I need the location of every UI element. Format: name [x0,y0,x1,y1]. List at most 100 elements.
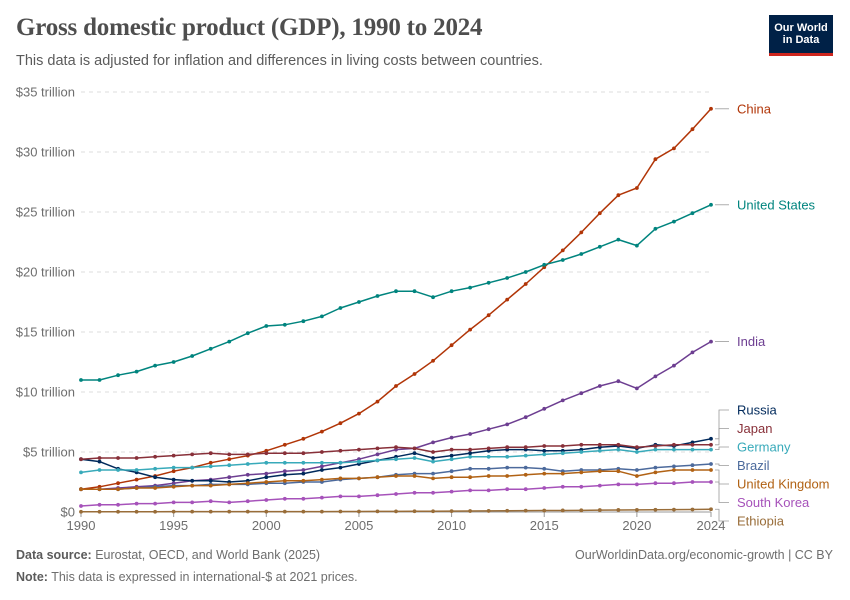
data-point [97,487,102,492]
x-tick-label: 2024 [697,518,726,533]
data-point [79,487,83,492]
data-point [134,468,139,472]
note-label: Note: [16,570,48,584]
data-point [264,451,269,456]
data-source: Data source: Eurostat, OECD, and World B… [16,548,320,562]
data-point [523,453,528,458]
data-point [560,508,565,513]
data-point [449,435,454,440]
data-point [153,475,158,480]
data-point [282,509,287,514]
data-point [357,494,361,499]
data-point [468,432,473,436]
data-point [523,445,528,450]
label-connector [715,409,729,440]
data-point [542,406,547,411]
data-point [709,106,713,111]
data-point [634,243,639,248]
data-point [153,454,158,459]
data-point [153,466,158,471]
data-point [301,319,306,324]
data-point [375,399,380,404]
data-point [449,469,454,474]
series-label: Ethiopia [737,514,785,529]
data-point [505,297,510,302]
data-point [282,451,287,456]
data-point [616,469,621,474]
data-point [79,378,83,382]
data-point [171,484,176,489]
data-point [523,270,528,274]
credit-link[interactable]: OurWorldinData.org/economic-growth | CC … [575,548,833,562]
data-point [134,369,139,374]
data-point [653,226,658,231]
data-point [634,186,639,190]
data-point [338,476,343,481]
data-point [190,500,195,505]
data-point [709,202,713,207]
data-point [97,459,102,464]
data-point [505,445,510,450]
data-point [616,447,621,452]
series-label: Russia [737,403,778,418]
x-tick-label: 2015 [530,518,559,533]
data-point [319,429,324,434]
label-connector [715,446,729,451]
data-source-label: Data source: [16,548,92,562]
data-point [672,468,676,472]
data-point [97,509,102,514]
data-point [227,482,232,487]
data-point [486,488,491,493]
data-point [449,447,454,452]
data-point [431,358,435,363]
data-point [616,442,621,447]
data-point [171,465,176,470]
data-point [597,448,602,453]
data-point [97,378,102,382]
data-point [690,463,695,468]
data-point [449,457,454,462]
data-point [709,447,713,452]
data-point [690,468,695,472]
data-point [431,509,435,514]
data-point [97,502,102,507]
data-point [301,436,306,441]
data-point [653,157,658,162]
series-label: Japan [737,421,772,436]
logo-line-1: Our World [774,22,828,34]
data-point [542,444,547,448]
data-point [449,453,454,458]
y-tick-label: $20 trillion [16,265,75,280]
data-point [245,481,250,486]
data-point [579,442,584,447]
data-point [153,509,158,514]
data-point [357,509,361,514]
data-point [375,475,380,480]
data-point [542,452,547,457]
series-label: United States [737,197,816,212]
data-point [431,456,435,460]
data-point [227,457,232,462]
data-point [171,509,176,514]
series-label: Germany [737,440,791,455]
data-point [171,360,176,364]
data-point [505,465,510,470]
data-point [282,460,287,465]
data-source-text[interactable]: Eurostat, OECD, and World Bank (2025) [95,548,321,562]
owid-logo[interactable]: Our World in Data [769,15,833,56]
data-point [134,456,139,460]
data-point [227,339,232,344]
data-point [412,451,417,456]
series-label: China [737,101,772,116]
data-point [486,454,491,459]
data-point [672,507,676,512]
data-point [227,452,232,457]
data-point [468,327,473,332]
data-point [486,313,491,318]
data-point [690,442,695,447]
data-point [134,477,139,482]
data-point [264,480,269,484]
data-point [468,447,473,452]
data-point [319,460,324,465]
label-connector [715,469,729,485]
